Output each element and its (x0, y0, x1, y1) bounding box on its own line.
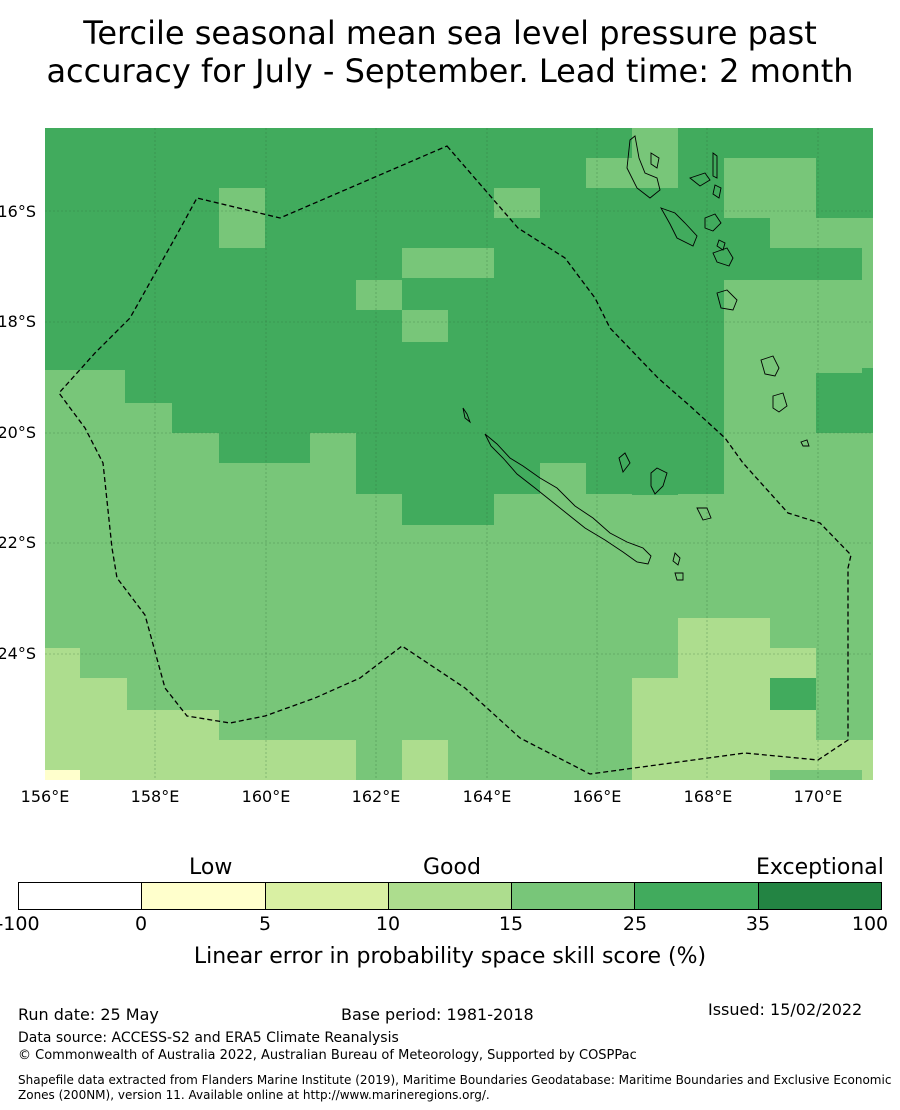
colorbar-tick: 0 (134, 913, 148, 935)
map-title: Tercile seasonal mean sea level pressure… (0, 14, 900, 90)
vanuatu-coast (704, 213, 722, 232)
category-good: Good (423, 855, 481, 880)
lat-label-16s: 16°S (0, 202, 36, 221)
colorbar-tick: 35 (745, 913, 771, 935)
lon-label-166e: 166°E (572, 787, 622, 806)
cell (45, 648, 356, 780)
cell (770, 370, 816, 430)
lon-label-168e: 168°E (683, 787, 733, 806)
colorbar-tick: 25 (622, 913, 648, 935)
data-source: Data source: ACCESS-S2 and ERA5 Climate … (18, 1030, 399, 1046)
skill-map (45, 128, 873, 780)
colorbar-segment (265, 883, 389, 909)
cell (724, 158, 816, 218)
lon-label-170e: 170°E (793, 787, 843, 806)
island-coast (462, 407, 471, 424)
vanuatu-coast (650, 152, 660, 169)
issued-date: Issued: 15/02/2022 (708, 1000, 863, 1019)
cell (632, 618, 862, 780)
vanuatu-coast (660, 207, 698, 247)
loyalty-islands-coast (618, 452, 631, 473)
coastlines (462, 135, 810, 581)
skill-10-15-regions (45, 618, 873, 780)
base-period: Base period: 1981-2018 (341, 1005, 534, 1024)
lon-label-164e: 164°E (462, 787, 512, 806)
vanuatu-coast (712, 184, 722, 199)
vanuatu-coast (800, 439, 810, 447)
lon-label-156e: 156°E (20, 787, 70, 806)
cell (494, 188, 540, 218)
colorbar-segment (388, 883, 513, 909)
loyalty-islands-coast (650, 467, 668, 495)
skill-25-35-patches (632, 373, 862, 710)
eez-boundary (58, 145, 852, 775)
cell (356, 280, 402, 310)
vanuatu-coast (716, 289, 738, 311)
category-exceptional: Exceptional (756, 855, 884, 880)
vanuatu-coast (760, 355, 780, 377)
title-line-1: Tercile seasonal mean sea level pressure… (83, 14, 817, 52)
cell (219, 188, 265, 248)
lat-label-24s: 24°S (0, 644, 36, 663)
copyright: © Commonwealth of Australia 2022, Austra… (18, 1048, 637, 1063)
category-low: Low (189, 855, 233, 880)
cell (770, 218, 816, 248)
vanuatu-coast (772, 392, 788, 413)
cell (402, 310, 448, 342)
colorbar-tick: 5 (258, 913, 272, 935)
loyalty-islands-coast (696, 507, 712, 521)
map-svg (45, 128, 873, 780)
vanuatu-coast (716, 239, 726, 251)
cell (402, 740, 448, 780)
cell (816, 373, 862, 433)
colorbar-segment (635, 883, 759, 909)
lat-label-20s: 20°S (0, 423, 36, 442)
island-coast (672, 552, 681, 566)
colorbar-tick: 10 (375, 913, 401, 935)
colorbar-label: Linear error in probability space skill … (193, 944, 707, 969)
shapefile-credit-line-1: Shapefile data extracted from Flanders M… (18, 1073, 892, 1087)
colorbar-segment (512, 883, 636, 909)
run-date: Run date: 25 May (18, 1005, 159, 1024)
island-coast (674, 572, 684, 581)
vanuatu-coast (689, 172, 711, 187)
vanuatu-coast (626, 135, 661, 199)
lon-label-162e: 162°E (351, 787, 401, 806)
cell (862, 248, 873, 368)
shapefile-credit-line-2: Zones (200NM), version 11. Available onl… (18, 1088, 490, 1102)
cell (402, 248, 494, 278)
vanuatu-coast (712, 247, 734, 267)
cell (816, 218, 873, 248)
colorbar-tick: 15 (498, 913, 524, 935)
lat-label-22s: 22°S (0, 533, 36, 552)
colorbar-tick: 100 (851, 913, 889, 935)
title-line-2: accuracy for July - September. Lead time… (46, 52, 854, 90)
skill-0-5-cell (45, 770, 80, 780)
gridlines (45, 128, 873, 780)
cell (632, 463, 678, 495)
cell (586, 158, 678, 188)
colorbar-segment (142, 883, 266, 909)
lon-label-158e: 158°E (130, 787, 180, 806)
cell (770, 678, 816, 710)
lat-label-18s: 18°S (0, 312, 36, 331)
cell (862, 740, 873, 780)
colorbar-segment (19, 883, 143, 909)
cell (632, 128, 678, 158)
colorbar-segment (758, 883, 881, 909)
cell (724, 280, 862, 370)
vanuatu-coast (712, 152, 718, 179)
lon-label-160e: 160°E (241, 787, 291, 806)
colorbar-tick: -100 (0, 913, 40, 935)
new-caledonia-coast (484, 433, 652, 565)
colorbar (18, 882, 882, 910)
